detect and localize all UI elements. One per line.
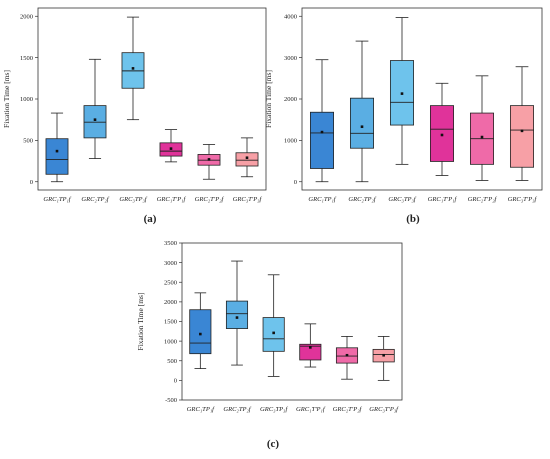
y-tick-label: 1000 (164, 338, 177, 345)
y-tick-label: 0 (294, 179, 297, 186)
mean-marker (382, 353, 385, 357)
y-tick-label: -500 (165, 397, 177, 404)
category-label: GRC₃TP₃f (388, 196, 416, 203)
y-tick-label: 500 (167, 358, 177, 365)
mean-marker (309, 346, 312, 349)
category-label: GRC₂TP₂f (81, 196, 109, 203)
category-label: GRC₁T'P₁f (157, 196, 187, 203)
category-label: GRC₂TP₂f (223, 406, 251, 413)
category-label: GRC₂T'P₂f (195, 196, 225, 203)
mean-marker (235, 316, 239, 319)
y-axis-label: Fixation Time [ms] (2, 70, 11, 128)
category-label: GRC₃TP₃f (119, 196, 147, 203)
category-label: GRC₂T'P₂f (333, 406, 363, 413)
mean-marker (55, 149, 59, 153)
chart-panel-a: 0 500 1000 1500 2000 Fixation Time [ms] GRC₁TP… (2, 7, 267, 225)
mean-marker (207, 158, 211, 161)
y-tick-label: 3000 (284, 55, 297, 62)
y-tick-label: 4000 (284, 13, 297, 20)
chart-panel-c: -500 0 500 1000 1500 2000 2500 3000 3500 Fixation… (136, 240, 403, 450)
box-iqr (45, 138, 69, 175)
plot-frame (301, 7, 543, 191)
category-label: GRC₁TP₁f (308, 196, 336, 203)
panel-label: (c) (267, 438, 280, 450)
category-label: GRC₃T'P₃f (369, 406, 399, 413)
y-axis-label: Fixation Time [ms] (136, 293, 145, 351)
mean-marker (320, 130, 324, 134)
mean-marker (131, 67, 135, 70)
y-tick-label: 1000 (284, 138, 297, 145)
panel-label: (a) (144, 213, 157, 225)
category-label: GRC₁TP₁f (187, 406, 215, 413)
y-tick-label: 2500 (164, 279, 177, 286)
box-iqr (235, 152, 259, 167)
y-tick-label: 2000 (284, 96, 297, 103)
category-label: GRC₂T'P₂f (468, 196, 498, 203)
y-tick-label: 0 (174, 378, 177, 385)
box-iqr (349, 97, 374, 149)
category-label: GRC₂TP₂f (348, 196, 376, 203)
box-iqr (262, 317, 285, 352)
mean-marker (520, 129, 524, 133)
mean-marker (480, 135, 484, 139)
mean-marker (169, 147, 173, 150)
category-label: GRC₁T'P₁f (296, 406, 326, 413)
box-iqr (299, 343, 322, 361)
y-tick-label: 0 (30, 179, 33, 186)
mean-marker (93, 118, 97, 121)
y-tick-label: 2000 (164, 299, 177, 306)
mean-marker (400, 92, 404, 95)
mean-marker (199, 332, 202, 336)
y-tick-label: 500 (23, 138, 33, 145)
chart-panel-b: 0 1000 2000 3000 4000 Fixation Time [ms] GRC₁T… (264, 7, 543, 225)
box-iqr (429, 105, 454, 162)
plot-frame (37, 7, 267, 191)
mean-marker (360, 125, 364, 129)
y-axis-label: Fixation Time [ms] (264, 70, 273, 128)
category-label: GRC₃TP₃f (260, 406, 288, 413)
mean-marker (440, 133, 444, 137)
mean-marker (345, 353, 349, 357)
y-tick-label: 3000 (164, 260, 177, 267)
mean-marker (272, 331, 275, 335)
mean-marker (245, 156, 249, 160)
box-iqr (225, 300, 249, 329)
y-tick-label: 3500 (164, 240, 177, 247)
box-iqr (509, 105, 534, 168)
y-tick-label: 2000 (20, 13, 33, 20)
y-tick-label: 1000 (20, 96, 33, 103)
panel-label: (b) (406, 213, 420, 225)
plot-frame (181, 242, 403, 401)
category-label: GRC₁T'P₁f (428, 196, 458, 203)
category-label: GRC₁TP₁f (43, 196, 71, 203)
category-label: GRC₃T'P₃f (233, 196, 263, 203)
box-iqr (309, 111, 334, 169)
category-label: GRC₃T'P₃f (508, 196, 538, 203)
box-iqr (189, 309, 212, 355)
y-tick-label: 1500 (164, 319, 177, 326)
y-tick-label: 1500 (20, 55, 33, 62)
